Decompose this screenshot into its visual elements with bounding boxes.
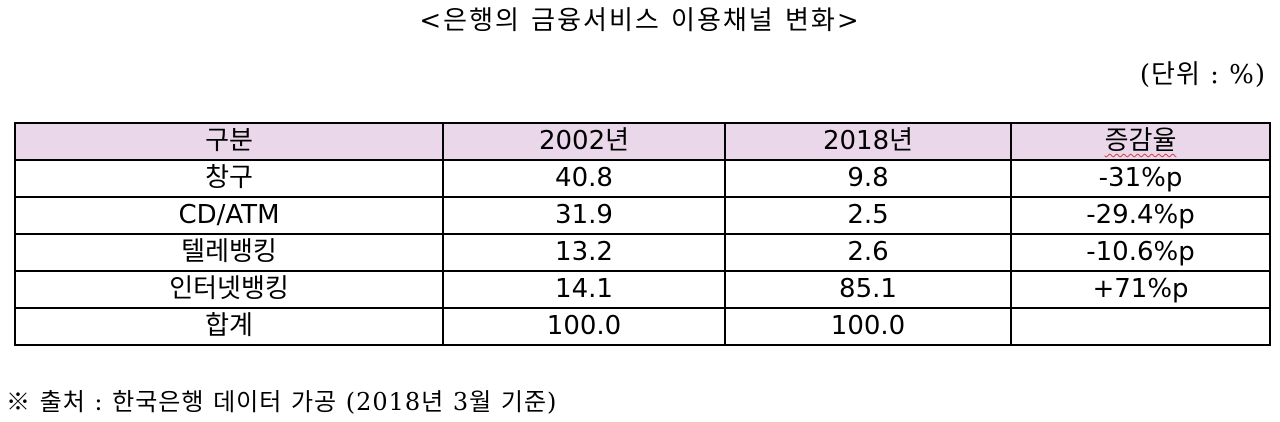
document-title: <은행의 금융서비스 이용채널 변화>	[419, 6, 861, 36]
value-2018: 9.8	[724, 159, 1012, 198]
unit-label: (단위 : %)	[1139, 60, 1266, 90]
row-label: 인터넷뱅킹	[14, 270, 444, 309]
row-label: 합계	[14, 307, 444, 346]
value-2002: 14.1	[442, 270, 726, 309]
header-change-rate: 증감율	[1010, 122, 1271, 161]
source-note: ※ 출처 : 한국은행 데이터 가공 (2018년 3월 기준)	[6, 388, 558, 416]
row-label: 텔레뱅킹	[14, 233, 444, 272]
header-category: 구분	[14, 122, 444, 161]
table-header-row: 구분 2002년 2018년 증감율	[14, 122, 1271, 161]
change-rate: -31%p	[1010, 159, 1271, 198]
value-2018: 85.1	[724, 270, 1012, 309]
value-2018: 2.6	[724, 233, 1012, 272]
header-2018: 2018년	[724, 122, 1012, 161]
row-label: 창구	[14, 159, 444, 198]
channel-usage-table: 구분 2002년 2018년 증감율 창구 40.8 9.8 -31%p CD/…	[14, 122, 1271, 346]
header-change-rate-text: 증감율	[1104, 126, 1177, 156]
table-row: CD/ATM 31.9 2.5 -29.4%p	[14, 196, 1271, 235]
table-row-total: 합계 100.0 100.0	[14, 307, 1271, 346]
change-rate: -10.6%p	[1010, 233, 1271, 272]
value-2002: 31.9	[442, 196, 726, 235]
value-2018: 2.5	[724, 196, 1012, 235]
table-row: 인터넷뱅킹 14.1 85.1 +71%p	[14, 270, 1271, 309]
value-2002: 40.8	[442, 159, 726, 198]
value-2018: 100.0	[724, 307, 1012, 346]
value-2002: 100.0	[442, 307, 726, 346]
value-2002: 13.2	[442, 233, 726, 272]
change-rate: +71%p	[1010, 270, 1271, 309]
header-2002: 2002년	[442, 122, 726, 161]
table-row: 텔레뱅킹 13.2 2.6 -10.6%p	[14, 233, 1271, 272]
change-rate	[1010, 307, 1271, 346]
row-label: CD/ATM	[14, 196, 444, 235]
table-row: 창구 40.8 9.8 -31%p	[14, 159, 1271, 198]
change-rate: -29.4%p	[1010, 196, 1271, 235]
